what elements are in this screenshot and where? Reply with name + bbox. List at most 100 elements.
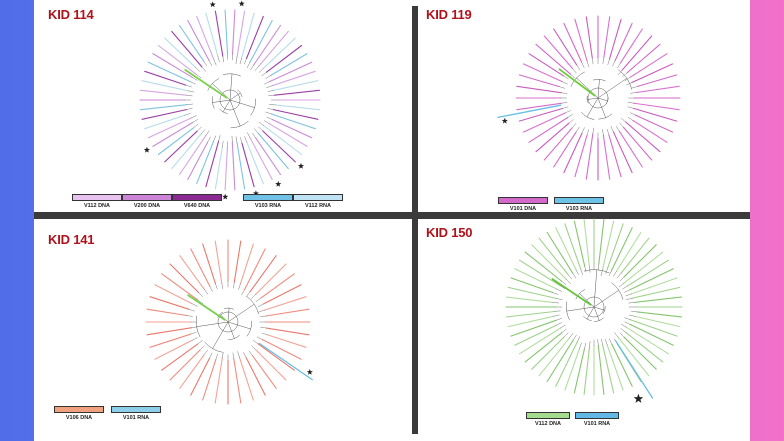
leaf-branch — [218, 135, 221, 142]
leaf-branch — [592, 57, 594, 65]
leaf-branch — [559, 285, 566, 289]
tree-branch — [566, 306, 595, 312]
leaf-label — [627, 259, 670, 287]
leaf-branch — [622, 72, 628, 77]
leaf-label — [615, 231, 642, 272]
tree-branch — [597, 79, 600, 99]
tree-arc — [575, 289, 586, 300]
tree-arc — [594, 317, 604, 322]
leaf-label — [157, 44, 197, 75]
leaf-branch — [569, 332, 574, 339]
leaf-branch — [572, 68, 577, 74]
tree-arc — [566, 301, 570, 321]
leaf-label — [139, 89, 187, 96]
leaf-branch — [581, 61, 585, 68]
tree-branch — [227, 321, 251, 330]
tree-branch — [597, 78, 627, 99]
leaf-branch — [261, 332, 268, 336]
leaf-label — [531, 244, 567, 280]
tree-arc — [583, 315, 592, 321]
leaf-branch — [252, 132, 257, 139]
leaf-label — [634, 114, 674, 133]
leaf-label — [555, 341, 578, 387]
leaf-branch — [627, 102, 635, 104]
leaf-branch — [207, 136, 211, 143]
leaf-branch — [554, 310, 561, 312]
slide: KID 114 V112 DNA V200 DNA V640 DNA V103 … — [34, 0, 750, 441]
leaf-label — [263, 296, 307, 311]
tree-branch — [212, 99, 231, 103]
leaf-label — [636, 311, 682, 318]
leaf-branch — [581, 127, 585, 134]
panel-title: KID 141 — [48, 232, 95, 247]
leaf-label — [253, 24, 282, 66]
leaf-branch — [629, 112, 636, 116]
star-icon — [252, 190, 259, 197]
leaf-label — [255, 349, 287, 381]
legend-label: V101 DNA — [509, 206, 537, 212]
legend-label: V103 RNA — [254, 203, 282, 209]
leaf-branch — [260, 326, 267, 329]
leaf-branch — [589, 341, 591, 348]
leaf-branch — [601, 338, 603, 346]
tree-arc — [602, 306, 606, 314]
leaf-label — [626, 43, 661, 74]
highlight-branch — [558, 68, 596, 97]
leaf-branch — [600, 269, 603, 277]
leaf-branch — [248, 350, 253, 356]
panel-kid-150: KID 150 V112 DNA V101 RNA — [418, 218, 750, 441]
leaf-branch — [610, 126, 614, 133]
leaf-branch — [597, 263, 600, 271]
leaf-branch — [213, 59, 217, 66]
leaf-label — [629, 319, 678, 337]
tree-branch — [229, 73, 233, 101]
leaf-branch — [258, 126, 263, 132]
leaf-label — [629, 268, 674, 291]
panel-kid-114: KID 114 V112 DNA V200 DNA V640 DNA V103 … — [34, 0, 412, 212]
leaf-branch — [570, 73, 576, 79]
tree-root-ring — [219, 89, 241, 111]
leaf-label — [241, 12, 255, 59]
panel-kid-141: KID 141 V106 DNA V101 RNA — [34, 219, 412, 441]
leaf-branch — [617, 62, 621, 69]
leaf-label — [254, 263, 287, 296]
leaf-branch — [584, 265, 587, 273]
leaf-label — [179, 354, 205, 389]
leaf-branch — [624, 317, 631, 320]
leaf-label — [164, 37, 197, 68]
leaf-branch — [619, 122, 624, 128]
leaf-label — [516, 102, 562, 111]
leaf-branch — [213, 135, 216, 142]
leaf-label — [270, 113, 316, 130]
leaf-branch — [607, 58, 610, 65]
legend-swatch — [575, 412, 619, 419]
tree-arc — [204, 341, 223, 353]
leaf-branch — [630, 92, 637, 94]
leaf-branch — [258, 303, 264, 307]
leaf-label — [564, 347, 581, 391]
leaf-label — [631, 277, 678, 295]
leaf-label — [608, 134, 622, 178]
legend-swatch — [243, 194, 293, 201]
leaf-label — [621, 35, 653, 71]
leaf-label — [618, 130, 643, 168]
leaf-branch — [263, 120, 270, 124]
leaf-branch — [261, 71, 267, 77]
tree-branch — [586, 97, 599, 118]
leaf-label — [553, 131, 577, 168]
leaf-branch — [575, 268, 579, 275]
leaf-branch — [251, 345, 257, 351]
tree-arc — [246, 296, 259, 315]
tree-arc — [583, 269, 610, 274]
leaf-label — [633, 107, 678, 122]
leaf-label — [152, 53, 193, 78]
tree-branch — [227, 321, 235, 339]
leaf-branch — [586, 129, 589, 136]
leaf-label — [602, 134, 611, 180]
leaf-label — [510, 319, 557, 337]
leaf-branch — [605, 338, 608, 346]
leaf-label — [543, 127, 573, 161]
tree-arc — [250, 98, 256, 116]
tree-arc — [598, 113, 613, 120]
leaf-label — [522, 63, 563, 83]
